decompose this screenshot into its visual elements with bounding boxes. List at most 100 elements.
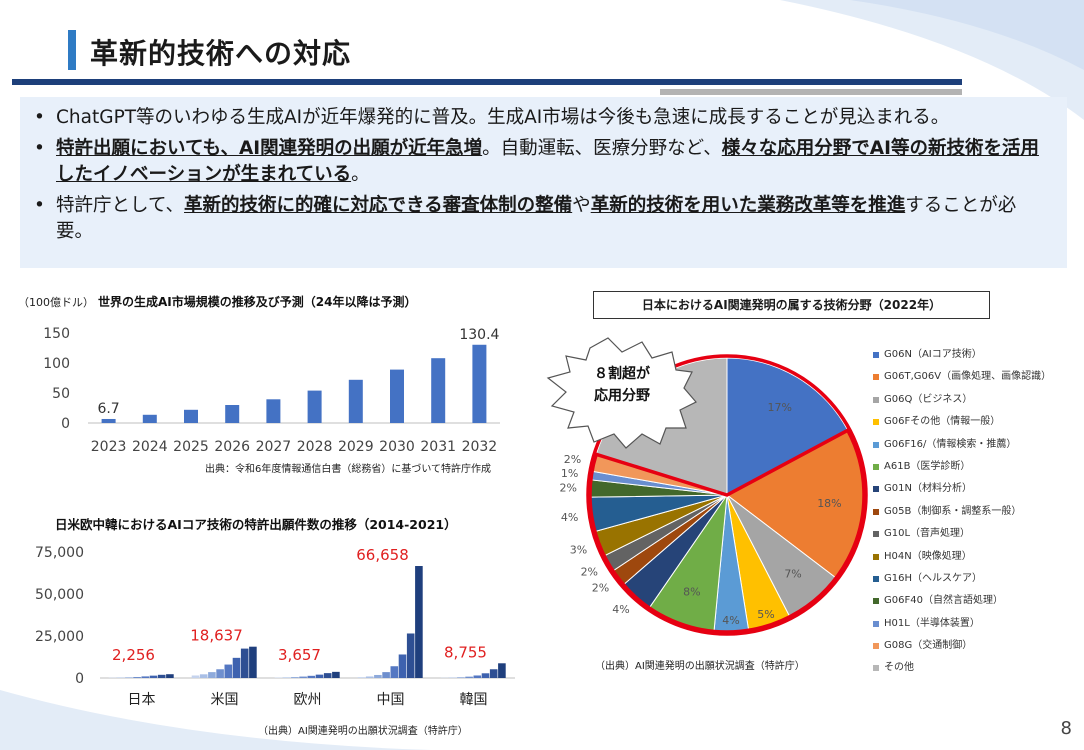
market-xtick-label: 2032 bbox=[462, 439, 498, 455]
patent-data-label: 2,256 bbox=[112, 646, 155, 664]
patent-bar bbox=[374, 674, 382, 678]
patent-bar bbox=[282, 677, 291, 678]
market-xtick-label: 2023 bbox=[91, 439, 127, 455]
pie-slice bbox=[726, 357, 849, 496]
patent-ytick-label: 50,000 bbox=[35, 587, 84, 603]
legend-label: A61B（医学診断） bbox=[884, 460, 971, 472]
page-number: 8 bbox=[1060, 718, 1072, 739]
legend-item: A61B（医学診断） bbox=[873, 460, 1083, 482]
legend-label: G06F40（自然言語処理） bbox=[884, 595, 1003, 607]
market-xtick-label: 2029 bbox=[338, 439, 374, 455]
pie-data-label: 1% bbox=[561, 467, 578, 480]
patent-chart-source: （出典）AI関連発明の出願状況調査（特許庁） bbox=[258, 726, 468, 737]
patent-bar bbox=[498, 663, 506, 678]
patent-bar bbox=[149, 675, 158, 678]
pie-data-label: 3% bbox=[570, 544, 587, 557]
patent-bar bbox=[291, 677, 299, 678]
patent-chart: 0 25,000 50,000 75,000 日本 2,256 米国 18,637 欧州 3,65… bbox=[35, 545, 515, 708]
patent-ytick-label: 0 bbox=[75, 671, 84, 687]
patent-ytick-label: 25,000 bbox=[35, 629, 84, 645]
market-xtick-label: 2031 bbox=[420, 439, 456, 455]
bullet-dot: • bbox=[34, 195, 45, 216]
applied-fields-outline bbox=[588, 427, 866, 634]
bullet-text: 。 bbox=[351, 164, 370, 185]
legend-item: G06T,G06V（画像処理、画像認識） bbox=[873, 370, 1083, 392]
patent-bar bbox=[457, 677, 465, 678]
patent-group-label: 中国 bbox=[377, 692, 405, 708]
legend-item: G10L（音声処理） bbox=[873, 527, 1083, 549]
pie-data-label: 18% bbox=[817, 497, 841, 510]
market-chart-source: 出典：令和6年度情報通信白書（総務省）に基づいて特許庁作成 bbox=[205, 464, 492, 475]
patent-bar bbox=[240, 648, 249, 678]
legend-item: G06Fその他（情報一般） bbox=[873, 415, 1083, 437]
bullet-item: • ChatGPT等のいわゆる生成AIが近年爆発的に普及。生成AI市場は今後も急速… bbox=[34, 105, 1051, 131]
pie-outer-ring bbox=[586, 354, 868, 636]
bullet-dot: • bbox=[34, 107, 45, 128]
bullet-text: や bbox=[572, 195, 591, 216]
legend-swatch bbox=[873, 508, 879, 515]
title-underline bbox=[12, 79, 962, 85]
pie-data-label: 2% bbox=[564, 453, 581, 466]
legend-swatch bbox=[873, 553, 879, 560]
patent-chart-title: 日米欧中韓におけるAIコア技術の特許出願件数の推移（2014-2021） bbox=[55, 517, 457, 532]
legend-label: G06T,G06V（画像処理、画像認識） bbox=[884, 371, 1052, 383]
market-xtick-label: 2026 bbox=[214, 439, 250, 455]
market-bar bbox=[266, 399, 281, 423]
patent-bar bbox=[249, 646, 257, 678]
patent-bar bbox=[299, 676, 307, 678]
market-bar bbox=[101, 418, 116, 423]
market-data-label: 130.4 bbox=[459, 327, 499, 343]
legend-label: G06Fその他（情報一般） bbox=[884, 416, 1001, 428]
patent-bar bbox=[357, 677, 366, 678]
legend-item: G01N（材料分析） bbox=[873, 482, 1083, 504]
legend-swatch bbox=[873, 374, 879, 381]
pie-data-label: 5% bbox=[757, 608, 774, 621]
legend-label: G05B（制御系・調整系一般） bbox=[884, 505, 1022, 517]
callout-line-2: 応用分野 bbox=[594, 387, 650, 404]
legend-swatch bbox=[873, 396, 879, 403]
market-bar bbox=[142, 414, 157, 423]
legend-swatch bbox=[873, 486, 879, 493]
pie-data-label: 17% bbox=[768, 401, 792, 414]
bullet-emphasis: 様々な応用分野でAI等の新技術を活用したイノベーションが生まれている bbox=[56, 138, 1039, 185]
market-chart-unit: （100億ドル） bbox=[18, 296, 94, 309]
pie-data-label: 2% bbox=[592, 582, 609, 595]
patent-bar bbox=[208, 672, 216, 678]
market-chart: 0 50 100 150 2023 6.7 2024 2025 2026 2027 2028 2029… bbox=[43, 326, 500, 455]
patent-data-label: 3,657 bbox=[278, 646, 321, 664]
patent-bar bbox=[315, 674, 324, 678]
legend-label: G06F16/（情報検索・推薦） bbox=[884, 438, 1017, 450]
market-chart-title: 世界の生成AI市場規模の推移及び予測（24年以降は予測） bbox=[98, 295, 417, 309]
patent-group-label: 韓国 bbox=[460, 692, 488, 708]
patent-bar bbox=[323, 673, 332, 678]
patent-bar bbox=[166, 674, 174, 678]
legend-item: G05B（制御系・調整系一般） bbox=[873, 505, 1083, 527]
legend-item: G16H（ヘルスケア） bbox=[873, 572, 1083, 594]
legend-swatch bbox=[873, 441, 879, 448]
callout-line-1: ８割超が bbox=[594, 365, 651, 382]
patent-bar bbox=[125, 677, 133, 678]
callout-burst: ８割超が 応用分野 bbox=[546, 337, 697, 449]
patent-bar bbox=[232, 657, 241, 678]
legend-item: G06F16/（情報検索・推薦） bbox=[873, 438, 1083, 460]
patent-data-label: 8,755 bbox=[444, 643, 487, 661]
legend-swatch bbox=[873, 620, 879, 627]
market-bar bbox=[472, 344, 487, 423]
pie-data-label: 7% bbox=[784, 568, 801, 581]
patent-bar bbox=[141, 676, 150, 678]
market-data-label: 6.7 bbox=[97, 401, 119, 417]
market-xtick-label: 2025 bbox=[173, 439, 209, 455]
page-title: 革新的技術への対応 bbox=[90, 37, 352, 70]
patent-bar bbox=[216, 669, 224, 678]
patent-bar bbox=[332, 671, 340, 678]
market-xtick-label: 2024 bbox=[132, 439, 168, 455]
legend-item: H01L（半導体装置） bbox=[873, 617, 1083, 639]
patent-data-label: 66,658 bbox=[356, 546, 409, 564]
patent-bar bbox=[199, 674, 208, 678]
bullet-text: ChatGPT等のいわゆる生成AIが近年爆発的に普及。生成AI市場は今後も急速に… bbox=[56, 107, 950, 128]
pie-data-label: 8% bbox=[683, 586, 700, 599]
market-xtick-label: 2028 bbox=[297, 439, 333, 455]
legend-item: H04N（映像処理） bbox=[873, 550, 1083, 572]
title-accent-bar bbox=[68, 30, 76, 70]
